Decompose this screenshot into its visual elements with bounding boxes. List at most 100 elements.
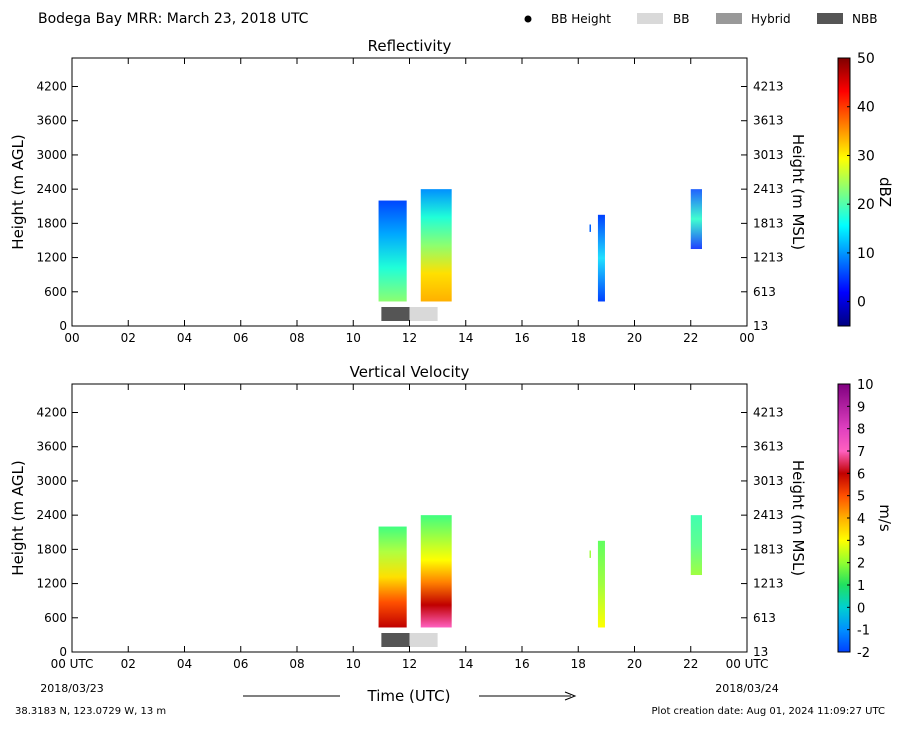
reflectivity-y-tick-label: 2400 — [36, 182, 67, 196]
vertical-velocity-x-tick-label: 08 — [289, 657, 304, 671]
reflectivity-y-tick-label: 0 — [59, 319, 67, 333]
reflectivity-echo — [420, 189, 452, 302]
reflectivity-bb-bar-nbb — [381, 307, 410, 321]
vertical-velocity-bright-band-bars — [381, 633, 438, 647]
reflectivity-colorbar-tick-label: 30 — [857, 148, 875, 164]
legend-bb-label: BB — [673, 12, 689, 26]
reflectivity-colorbar-label: dBZ — [876, 177, 894, 207]
reflectivity-title: Reflectivity — [368, 37, 452, 55]
vertical-velocity-x-tick-label: 14 — [458, 657, 473, 671]
vertical-velocity-colorbar-tick-label: 6 — [857, 467, 865, 482]
reflectivity-y-tick-label-right: 1813 — [753, 216, 784, 230]
x-axis-label: Time (UTC) — [367, 687, 451, 705]
reflectivity-x-tick-label: 02 — [121, 331, 136, 345]
reflectivity-colorbar-tick-label: 20 — [857, 197, 875, 213]
reflectivity-x-ticks: 00 02 04 06 08 10 12 14 16 18 20 22 00 — [64, 58, 755, 345]
legend-hybrid-swatch — [716, 13, 742, 24]
vertical-velocity-colorbar-tick-label: 8 — [857, 423, 865, 438]
vertical-velocity-y-tick-label: 1800 — [36, 542, 67, 556]
vertical-velocity-y-tick-label: 1200 — [36, 577, 67, 591]
vertical-velocity-echo — [597, 540, 605, 628]
vertical-velocity-x-tick-label: 22 — [683, 657, 698, 671]
vertical-velocity-y-ticks: 0 13 600 613 1200 1213 1800 1813 2400 2413 3000 301… — [36, 406, 783, 659]
vertical-velocity-echoes — [378, 515, 702, 628]
reflectivity-bb-bar-bb — [409, 307, 438, 321]
vertical-velocity-y-tick-label-right: 3013 — [753, 474, 784, 488]
reflectivity-y-ticks: 0 13 600 613 1200 1213 1800 1813 2400 2413 3000 301… — [36, 80, 783, 333]
reflectivity-x-tick-label: 00 — [739, 331, 754, 345]
vertical-velocity-x-tick-label: 06 — [233, 657, 248, 671]
vertical-velocity-colorbar-tick-label: -2 — [857, 646, 870, 661]
reflectivity-y-tick-label-right: 1213 — [753, 251, 784, 265]
vertical-velocity-y-tick-label-right: 2413 — [753, 508, 784, 522]
reflectivity-echo — [378, 200, 407, 302]
reflectivity-y-tick-label: 3000 — [36, 148, 67, 162]
vertical-velocity-title: Vertical Velocity — [350, 363, 470, 381]
reflectivity-x-tick-label: 12 — [402, 331, 417, 345]
vertical-velocity-y-tick-label: 2400 — [36, 508, 67, 522]
legend-nbb-swatch — [817, 13, 843, 24]
vertical-velocity-colorbar-tick-label: 2 — [857, 557, 865, 572]
vertical-velocity-y-tick-label-right: 1813 — [753, 542, 784, 556]
reflectivity-colorbar-tick-label: 0 — [857, 295, 866, 311]
vertical-velocity-colorbar-tick-label: 4 — [857, 512, 865, 527]
vertical-velocity-colorbar-tick-label: 9 — [857, 400, 865, 415]
reflectivity-x-tick-label: 16 — [514, 331, 529, 345]
date-label-start: 2018/03/23 — [40, 682, 103, 695]
reflectivity-x-tick-label: 06 — [233, 331, 248, 345]
reflectivity-y-label: Height (m AGL) — [9, 134, 27, 249]
vertical-velocity-x-tick-label: 10 — [346, 657, 361, 671]
vertical-velocity-colorbar-tick-label: -1 — [857, 624, 870, 639]
vertical-velocity-y-tick-label-right: 13 — [753, 645, 768, 659]
reflectivity-x-tick-label: 10 — [346, 331, 361, 345]
vertical-velocity-x-tick-label: 00 UTC — [726, 657, 769, 671]
vertical-velocity-x-tick-label: 12 — [402, 657, 417, 671]
vertical-velocity-colorbar-label: m/s — [876, 504, 894, 532]
reflectivity-x-tick-label: 04 — [177, 331, 192, 345]
vertical-velocity-y-tick-label: 600 — [44, 611, 67, 625]
reflectivity-colorbar-tick-label: 40 — [857, 100, 875, 116]
reflectivity-colorbar: 0 10 20 30 40 50 — [837, 51, 875, 327]
vertical-velocity-x-tick-label: 16 — [514, 657, 529, 671]
vertical-velocity-bb-bar-nbb — [381, 633, 410, 647]
reflectivity-y-tick-label: 1800 — [36, 216, 67, 230]
reflectivity-echo — [690, 189, 702, 250]
vertical-velocity-x-ticks: 00 UTC 02 04 06 08 10 12 14 16 18 20 22 00 UTC — [51, 384, 769, 671]
legend-bb-swatch — [637, 13, 663, 24]
vertical-velocity-echo — [690, 515, 702, 576]
reflectivity-echo — [589, 224, 591, 232]
reflectivity-colorbar-fill — [837, 57, 851, 327]
vertical-velocity-echo — [420, 515, 452, 628]
legend-nbb-label: NBB — [852, 12, 877, 26]
reflectivity-bright-band-bars — [381, 307, 438, 321]
reflectivity-y-tick-label-right: 4213 — [753, 80, 784, 94]
vertical-velocity-panel: Vertical Velocity 00 UTC 02 04 06 08 10 12 14 16… — [9, 363, 894, 705]
reflectivity-x-tick-label: 08 — [289, 331, 304, 345]
reflectivity-y-tick-label-right: 3013 — [753, 148, 784, 162]
reflectivity-x-tick-label: 14 — [458, 331, 473, 345]
vertical-velocity-y-tick-label: 3000 — [36, 474, 67, 488]
vertical-velocity-y-label-right: Height (m MSL) — [789, 460, 807, 576]
vertical-velocity-colorbar-tick-label: 7 — [857, 445, 865, 460]
date-label-end: 2018/03/24 — [715, 682, 778, 695]
reflectivity-y-tick-label-right: 13 — [753, 319, 768, 333]
vertical-velocity-echo — [589, 550, 591, 558]
reflectivity-y-tick-label: 4200 — [36, 80, 67, 94]
reflectivity-panel: Reflectivity 00 02 04 06 08 10 12 14 16 18 20 22 00 … — [9, 37, 894, 345]
reflectivity-plot-frame — [71, 57, 748, 327]
reflectivity-y-label-right: Height (m MSL) — [789, 134, 807, 250]
creation-date-footer: Plot creation date: Aug 01, 2024 11:09:2… — [652, 706, 885, 717]
vertical-velocity-y-tick-label: 4200 — [36, 406, 67, 420]
reflectivity-y-tick-label: 1200 — [36, 251, 67, 265]
vertical-velocity-y-label: Height (m AGL) — [9, 460, 27, 575]
legend-bb-height-label: BB Height — [551, 12, 611, 26]
vertical-velocity-colorbar-tick-label: 10 — [857, 378, 874, 393]
vertical-velocity-colorbar-tick-label: 5 — [857, 490, 865, 505]
reflectivity-x-tick-label: 20 — [627, 331, 642, 345]
vertical-velocity-y-tick-label: 0 — [59, 645, 67, 659]
reflectivity-echo — [597, 214, 605, 302]
reflectivity-y-tick-label-right: 2413 — [753, 182, 784, 196]
vertical-velocity-colorbar: -2 -1 0 1 2 3 4 5 6 7 8 9 10 — [837, 378, 874, 661]
vertical-velocity-plot-frame — [71, 383, 748, 653]
